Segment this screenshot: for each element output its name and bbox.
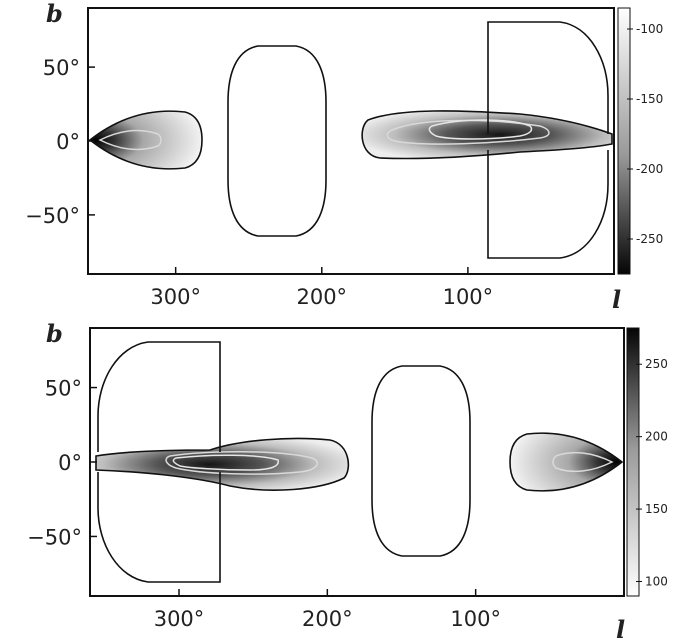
bottom-y-ticks: 50° 0° −50° [27,377,97,549]
top-ylabel: b [46,0,63,28]
top-colorbar [617,7,631,275]
bottom-xlabel: l [616,615,625,643]
top-outline-center [227,45,327,237]
x-tick-label: 200° [302,607,353,631]
top-x-ticks: 300° 200° 100° [150,267,493,309]
colorbar-tick-label: -150 [636,92,663,106]
top-y-ticks: 50° 0° −50° [25,56,95,228]
bottom-colorbar [626,327,640,597]
x-tick-label: 300° [154,607,205,631]
x-tick-label: 100° [450,607,501,631]
top-lobe-left [88,110,203,170]
bottom-ylabel: b [46,319,63,348]
top-panel: 50°0°−50° 300° 200° 100° b l -100-150-200-… [25,0,663,314]
bottom-outline-lower-left [97,472,221,583]
colorbar-tick-label: -100 [636,22,663,36]
colorbar-tick-label: 200 [645,430,668,444]
bottom-lobe-right-inner-contour [552,451,614,473]
bottom-lobe-right [509,432,624,492]
bottom-outline-upper-left [97,341,221,452]
colorbar-tick-label: 100 [645,575,668,589]
x-tick-label: 300° [150,285,201,309]
x-tick-label: 100° [443,285,494,309]
bottom-band-left [95,437,350,491]
top-band-right-core-contour [428,119,533,140]
colorbar-tick-label: -250 [636,232,663,246]
top-outline-upper-right [487,21,609,134]
top-lobe-left-inner-contour [98,129,162,151]
top-xlabel: l [612,285,621,314]
colorbar-tick-label: -200 [636,162,663,176]
top-outline-lower-right [487,150,609,259]
colorbar-tick-label: 250 [645,357,668,371]
y-tick-label: −50° [25,204,80,228]
x-tick-label: 200° [296,285,347,309]
y-tick-label: 0° [58,451,82,475]
bottom-band-left-inner-contour [165,451,319,475]
y-tick-label: 0° [56,130,80,154]
y-tick-label: 50° [43,56,80,80]
bottom-band-left-core-contour [172,454,280,471]
bottom-panel: 50° 0° −50° 300° 200° 100° b l 250 200 150 100 [27,319,668,643]
y-tick-label: 50° [45,377,82,401]
bottom-x-ticks: 300° 200° 100° [154,589,501,631]
y-tick-label: −50° [27,525,82,549]
bottom-colorbar-ticks: 250 200 150 100 [636,357,668,589]
bottom-outline-center [371,365,471,557]
top-colorbar-ticks: -100 -150 -200 -250 [627,22,663,246]
colorbar-tick-label: 150 [645,502,668,516]
